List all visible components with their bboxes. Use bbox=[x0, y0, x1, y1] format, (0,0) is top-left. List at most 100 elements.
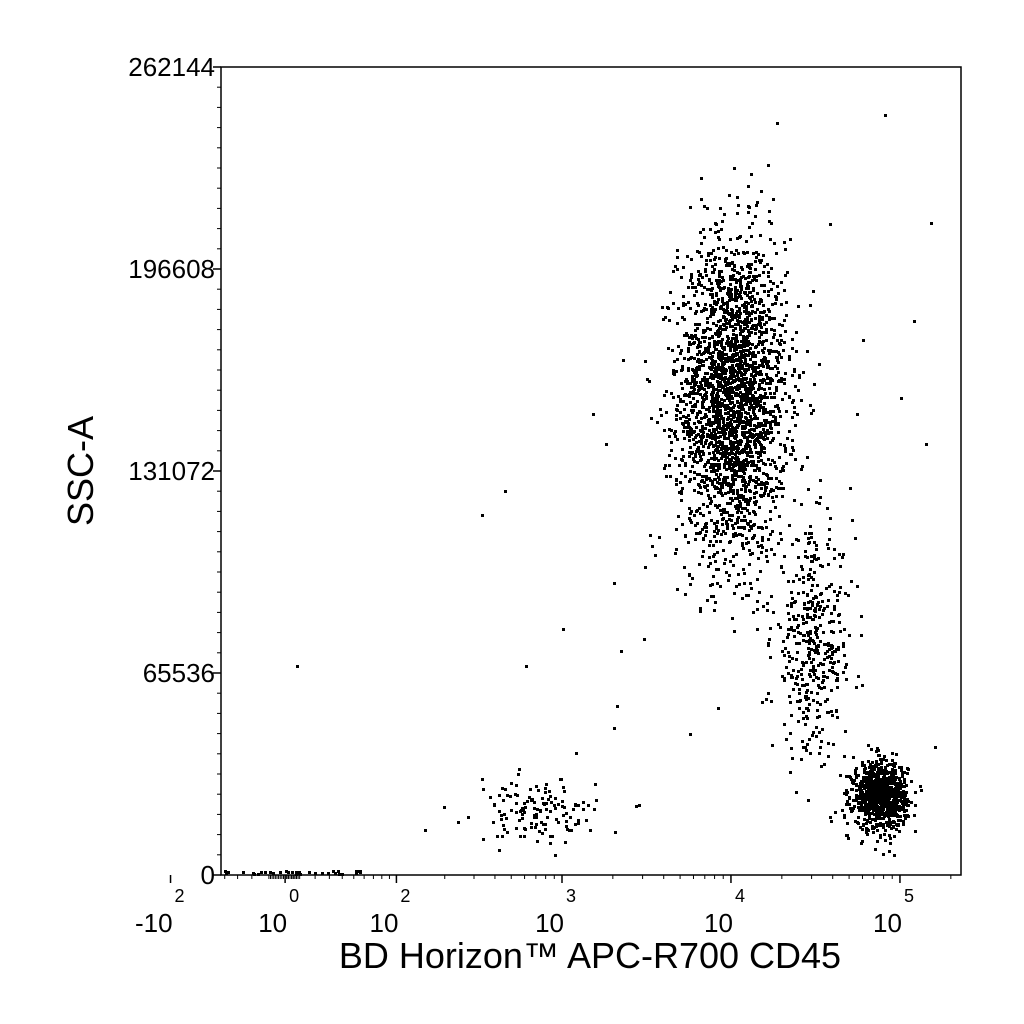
data-point bbox=[703, 340, 706, 343]
data-point bbox=[693, 381, 696, 384]
data-point bbox=[808, 632, 811, 635]
data-point bbox=[746, 454, 749, 457]
data-point bbox=[717, 230, 720, 233]
data-point bbox=[802, 746, 805, 749]
data-point bbox=[857, 795, 860, 798]
data-point bbox=[742, 335, 745, 338]
data-point bbox=[811, 601, 814, 604]
data-point bbox=[802, 664, 805, 667]
data-point bbox=[884, 785, 887, 788]
data-point bbox=[901, 772, 904, 775]
data-point bbox=[903, 810, 906, 813]
data-point bbox=[481, 778, 484, 781]
data-point bbox=[773, 553, 776, 556]
data-point bbox=[716, 532, 719, 535]
data-point bbox=[753, 417, 756, 420]
data-point bbox=[812, 640, 815, 643]
data-point bbox=[727, 337, 730, 340]
data-point bbox=[808, 738, 811, 741]
data-point bbox=[707, 383, 710, 386]
data-point bbox=[520, 809, 523, 812]
data-point bbox=[668, 319, 671, 322]
data-point bbox=[767, 538, 770, 541]
data-point bbox=[813, 673, 816, 676]
data-point bbox=[695, 426, 698, 429]
data-point bbox=[729, 497, 732, 500]
data-point bbox=[808, 573, 811, 576]
data-point bbox=[752, 252, 755, 255]
data-point bbox=[721, 486, 724, 489]
data-point bbox=[539, 809, 542, 812]
data-point bbox=[790, 591, 793, 594]
data-point bbox=[542, 802, 545, 805]
data-point bbox=[711, 293, 714, 296]
data-point bbox=[897, 793, 900, 796]
data-point bbox=[760, 551, 763, 554]
data-point bbox=[736, 353, 739, 356]
data-point bbox=[734, 323, 737, 326]
data-point bbox=[737, 509, 740, 512]
data-point bbox=[780, 380, 783, 383]
data-point bbox=[810, 412, 813, 415]
data-point bbox=[747, 263, 750, 266]
data-point bbox=[886, 812, 889, 815]
data-point bbox=[904, 803, 907, 806]
data-point bbox=[785, 738, 788, 741]
data-point bbox=[815, 676, 818, 679]
data-point bbox=[707, 446, 710, 449]
data-point bbox=[758, 373, 761, 376]
data-point bbox=[857, 816, 860, 819]
data-point bbox=[729, 387, 732, 390]
data-point bbox=[749, 358, 752, 361]
data-point bbox=[690, 409, 693, 412]
data-point bbox=[729, 424, 732, 427]
data-point bbox=[753, 370, 756, 373]
data-point bbox=[905, 791, 908, 794]
data-point bbox=[864, 799, 867, 802]
data-point bbox=[708, 477, 711, 480]
data-point bbox=[862, 809, 865, 812]
data-point bbox=[788, 695, 791, 698]
data-point bbox=[890, 795, 893, 798]
data-point bbox=[711, 366, 714, 369]
data-point bbox=[738, 314, 741, 317]
data-point bbox=[544, 828, 547, 831]
data-point bbox=[736, 319, 739, 322]
data-point bbox=[779, 470, 782, 473]
data-point bbox=[850, 580, 853, 583]
data-point bbox=[693, 443, 696, 446]
data-point bbox=[830, 620, 833, 623]
x-tick-label: -102 bbox=[135, 886, 185, 938]
data-point bbox=[795, 350, 798, 353]
data-point bbox=[745, 458, 748, 461]
data-point bbox=[711, 396, 714, 399]
data-point bbox=[793, 618, 796, 621]
data-point bbox=[746, 439, 749, 442]
data-point bbox=[523, 811, 526, 814]
data-point bbox=[728, 322, 731, 325]
data-point bbox=[727, 447, 730, 450]
data-point bbox=[736, 196, 739, 199]
data-point bbox=[805, 640, 808, 643]
data-point bbox=[746, 294, 749, 297]
data-point bbox=[503, 813, 506, 816]
data-point bbox=[771, 459, 774, 462]
data-point bbox=[818, 363, 821, 366]
data-point bbox=[706, 350, 709, 353]
data-point bbox=[766, 429, 769, 432]
data-point bbox=[874, 765, 877, 768]
data-point bbox=[822, 671, 825, 674]
data-point bbox=[693, 460, 696, 463]
data-point bbox=[734, 427, 737, 430]
data-point bbox=[696, 250, 699, 253]
data-point bbox=[743, 450, 746, 453]
data-point bbox=[698, 563, 701, 566]
data-point bbox=[758, 506, 761, 509]
data-point bbox=[814, 651, 817, 654]
data-point bbox=[782, 487, 785, 490]
data-point bbox=[742, 476, 745, 479]
data-point bbox=[738, 451, 741, 454]
data-point bbox=[790, 626, 793, 629]
data-point bbox=[742, 354, 745, 357]
data-point bbox=[754, 317, 757, 320]
